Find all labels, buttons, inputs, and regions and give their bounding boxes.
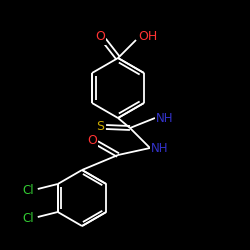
- Text: Cl: Cl: [22, 184, 34, 198]
- Text: NH: NH: [156, 112, 174, 124]
- Text: S: S: [96, 120, 104, 134]
- Text: O: O: [95, 30, 105, 44]
- Text: OH: OH: [138, 30, 158, 44]
- Text: Cl: Cl: [22, 212, 34, 226]
- Text: NH: NH: [151, 142, 169, 154]
- Text: O: O: [87, 134, 97, 146]
